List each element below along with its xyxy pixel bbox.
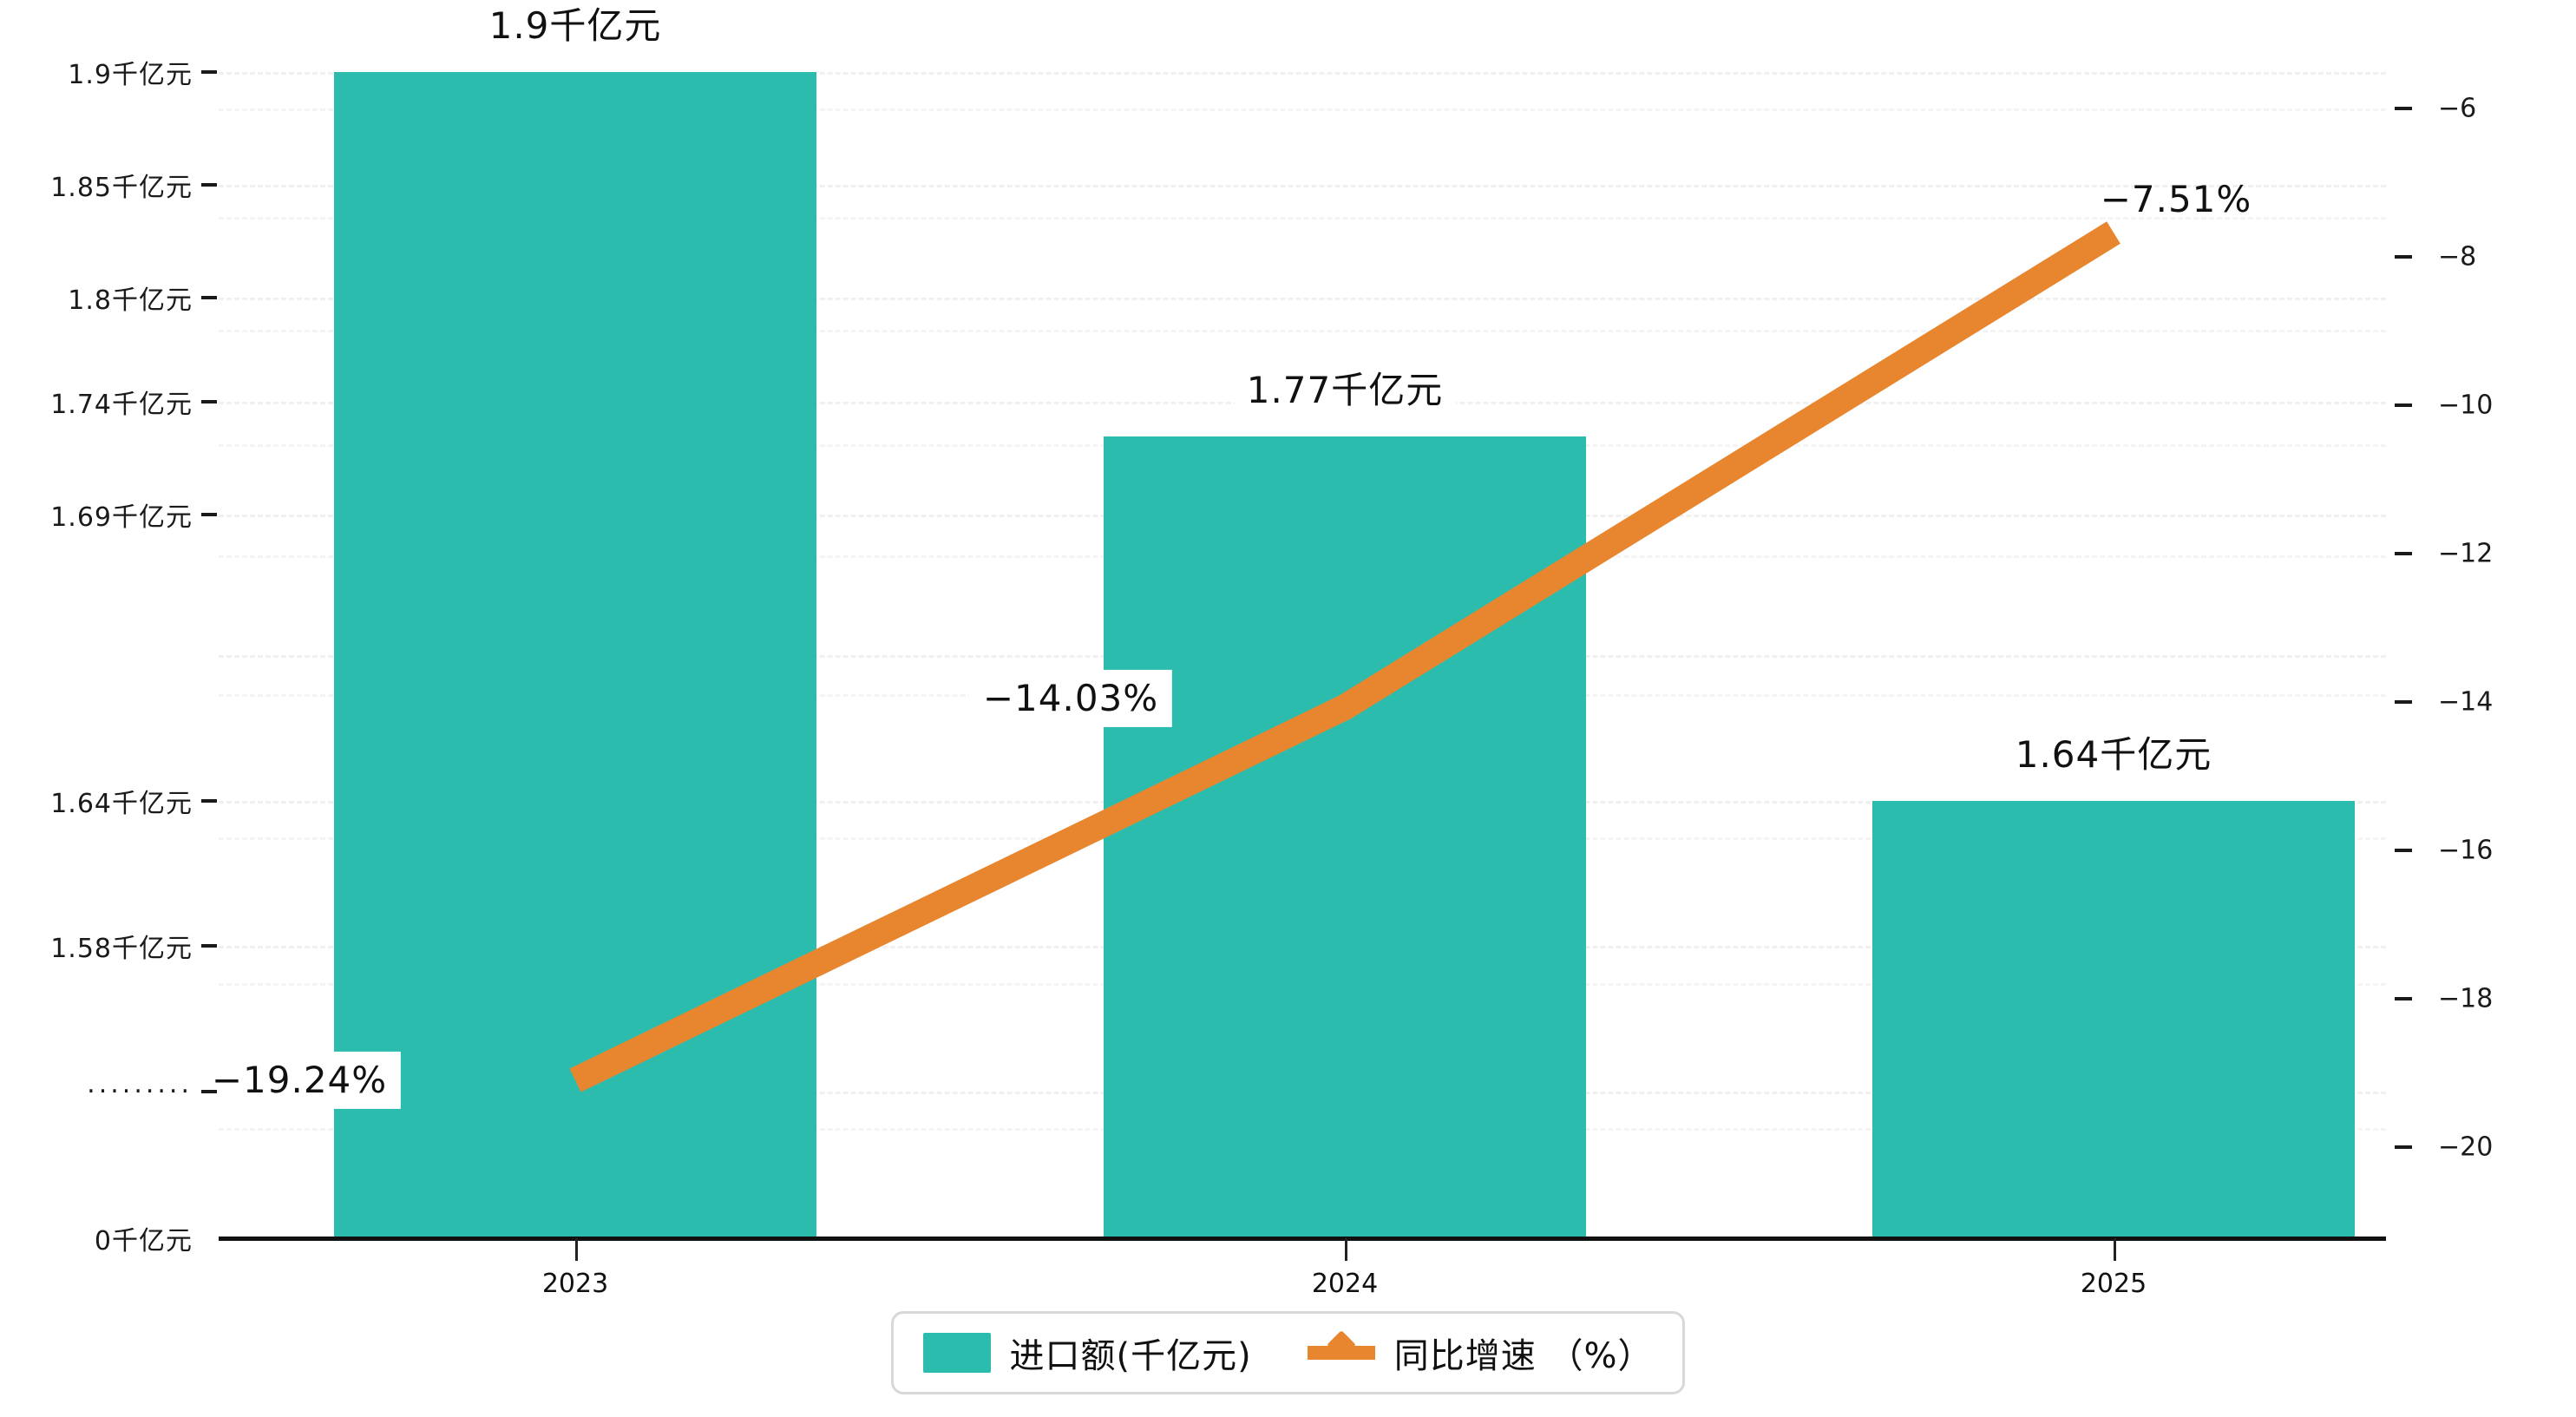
bar-swatch-icon bbox=[922, 1333, 991, 1373]
y-axis-left-tick-label: 1.85千亿元 bbox=[50, 173, 193, 203]
y-axis-left-tickmark bbox=[201, 799, 217, 803]
y-axis-right-tickmark bbox=[2395, 700, 2412, 704]
y-axis-left-tickmark bbox=[201, 400, 217, 403]
x-axis-label-2023: 2023 bbox=[541, 1269, 609, 1299]
gridline-minor bbox=[219, 217, 2386, 220]
y-axis-left-tick-label: 0千亿元 bbox=[94, 1226, 193, 1256]
legend-label-yoy-growth: 同比增速 （%） bbox=[1393, 1336, 1654, 1376]
y-axis-left-tick-label: 1.8千亿元 bbox=[68, 285, 193, 316]
y-axis-right-tick-label: −20 bbox=[2438, 1132, 2494, 1163]
line-diamond-swatch-icon bbox=[1307, 1330, 1375, 1373]
y-axis-right-tickmark bbox=[2395, 1145, 2412, 1149]
legend: 进口额(千亿元) 同比增速 （%） bbox=[890, 1311, 1686, 1394]
gridline bbox=[219, 185, 2386, 187]
y-axis-left-tickmark bbox=[201, 183, 217, 187]
bar-value-label-2024: 1.77千亿元 bbox=[1234, 366, 1456, 419]
y-axis-left-tick-label: 1.64千亿元 bbox=[50, 789, 193, 819]
legend-label-import-amount: 进口额(千亿元) bbox=[1009, 1336, 1252, 1376]
bar-value-label-2023: 1.9千亿元 bbox=[476, 2, 674, 55]
y-axis-left-tick-label: 1.58千亿元 bbox=[50, 934, 193, 964]
y-axis-left-tick-label: 1.9千亿元 bbox=[68, 60, 193, 90]
y-axis-left: 1.9千亿元 1.85千亿元 1.8千亿元 1.74千亿元 1.69千亿元 1.… bbox=[0, 0, 219, 1256]
y-axis-right-tick-label: −18 bbox=[2438, 983, 2494, 1014]
x-axis-label-2024: 2024 bbox=[1311, 1269, 1379, 1299]
y-axis-left-tickmark bbox=[201, 513, 217, 516]
bar-2025[interactable] bbox=[1872, 801, 2355, 1237]
y-axis-left-tick-label: 1.74千亿元 bbox=[50, 390, 193, 420]
x-axis-tickmark bbox=[2114, 1238, 2116, 1261]
y-axis-left-break-label: ········· bbox=[87, 1076, 193, 1107]
y-axis-left-tick-label: 1.69千亿元 bbox=[50, 502, 193, 533]
y-axis-right-tick-label: −6 bbox=[2438, 93, 2477, 124]
y-axis-right-tickmark bbox=[2395, 107, 2412, 110]
y-axis-left-tickmark bbox=[201, 70, 217, 74]
legend-item-import-amount[interactable]: 进口额(千亿元) bbox=[922, 1328, 1252, 1378]
y-axis-right-tickmark bbox=[2395, 997, 2412, 1000]
bar-2023[interactable] bbox=[334, 72, 816, 1237]
y-axis-right-tick-label: −14 bbox=[2438, 686, 2494, 718]
bar-value-label-2025: 1.64千亿元 bbox=[2002, 731, 2225, 784]
y-axis-right-tick-label: −12 bbox=[2438, 538, 2494, 569]
gridline-minor bbox=[219, 108, 2386, 111]
y-axis-left-tickmark bbox=[201, 296, 217, 299]
x-axis-tickmark bbox=[575, 1238, 578, 1261]
y-axis-right-tick-label: −16 bbox=[2438, 835, 2494, 866]
bar-2024[interactable] bbox=[1104, 436, 1586, 1237]
y-axis-right: −6 −8 −10 −12 −14 −16 −18 −20 bbox=[2386, 0, 2576, 1238]
line-value-label-2023: −19.24% bbox=[197, 1051, 402, 1110]
gridline bbox=[219, 72, 2386, 75]
line-value-label-2024: −14.03% bbox=[968, 669, 1173, 728]
y-axis-right-tickmark bbox=[2395, 552, 2412, 555]
x-axis-line bbox=[219, 1237, 2386, 1241]
x-axis-tickmark bbox=[1345, 1238, 1347, 1261]
y-axis-right-tickmark bbox=[2395, 403, 2412, 407]
x-axis-label-2025: 2025 bbox=[2080, 1269, 2147, 1299]
y-axis-right-tick-label: −10 bbox=[2438, 390, 2494, 421]
legend-item-yoy-growth[interactable]: 同比增速 （%） bbox=[1307, 1328, 1654, 1378]
y-axis-left-tickmark bbox=[201, 944, 217, 948]
y-axis-left-tickmark bbox=[201, 1090, 217, 1093]
y-axis-right-tickmark bbox=[2395, 255, 2412, 259]
y-axis-right-tick-label: −8 bbox=[2438, 241, 2477, 272]
line-value-label-2025: −7.51% bbox=[2100, 177, 2252, 220]
y-axis-right-tickmark bbox=[2395, 849, 2412, 852]
